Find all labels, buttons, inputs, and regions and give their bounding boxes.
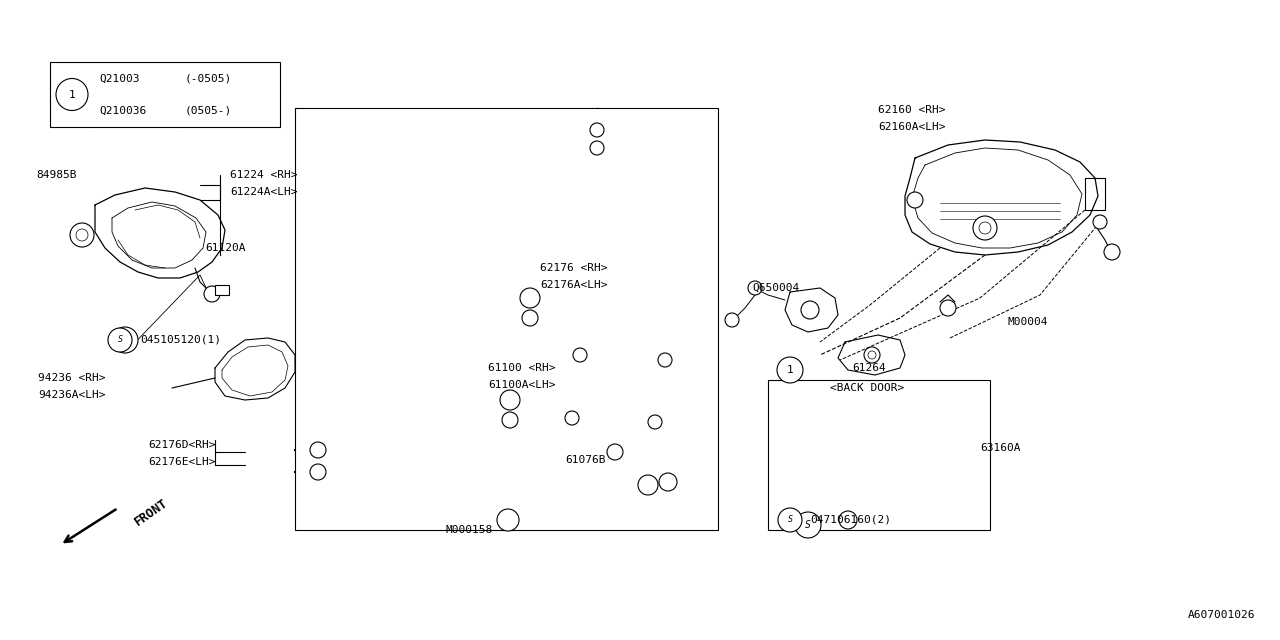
Circle shape [801,301,819,319]
Circle shape [864,347,881,363]
Text: 62176E<LH>: 62176E<LH> [148,457,215,467]
Circle shape [502,412,518,428]
Circle shape [724,313,739,327]
Text: 62176D<RH>: 62176D<RH> [148,440,215,450]
Circle shape [520,288,540,308]
Circle shape [795,512,820,538]
Circle shape [590,123,604,137]
Circle shape [868,351,876,359]
Text: 61224A<LH>: 61224A<LH> [230,187,297,197]
Text: S: S [122,335,128,345]
Text: S: S [787,515,792,525]
Circle shape [940,300,956,316]
Circle shape [204,286,220,302]
Circle shape [748,281,762,295]
Text: 61076B: 61076B [564,455,605,465]
Circle shape [108,328,132,352]
Bar [215,285,229,295]
Circle shape [973,216,997,240]
Text: 62160 <RH>: 62160 <RH> [878,105,946,115]
Text: (0505-): (0505-) [186,106,232,116]
Text: 63160A: 63160A [980,443,1020,453]
Text: A607001026: A607001026 [1188,610,1254,620]
Text: Q21003: Q21003 [99,73,140,83]
Text: S: S [805,520,812,530]
Circle shape [1093,215,1107,229]
Text: Q650004: Q650004 [753,283,799,293]
Bar [294,108,718,530]
Circle shape [659,473,677,491]
Circle shape [908,192,923,208]
Circle shape [838,511,858,529]
Circle shape [607,444,623,460]
Circle shape [310,464,326,480]
Circle shape [564,411,579,425]
Circle shape [113,327,138,353]
Text: M00004: M00004 [1009,317,1048,327]
Circle shape [778,508,803,532]
Bar [768,380,989,530]
Circle shape [522,310,538,326]
Circle shape [76,229,88,241]
Circle shape [979,222,991,234]
Text: 62160A<LH>: 62160A<LH> [878,122,946,132]
Bar [50,62,280,127]
Text: (-0505): (-0505) [186,73,232,83]
Text: 61100A<LH>: 61100A<LH> [488,380,556,390]
Circle shape [648,415,662,429]
Text: 61224 <RH>: 61224 <RH> [230,170,297,180]
Text: Q210036: Q210036 [99,106,146,116]
Text: 94236A<LH>: 94236A<LH> [38,390,105,400]
Circle shape [777,357,803,383]
Text: FRONT: FRONT [132,496,170,528]
Circle shape [637,475,658,495]
Circle shape [573,348,588,362]
Text: 045105120(1): 045105120(1) [140,335,221,345]
Circle shape [1103,244,1120,260]
Text: 1: 1 [69,90,76,99]
Text: 62176 <RH>: 62176 <RH> [540,263,608,273]
Text: S: S [118,335,123,344]
Text: 62176A<LH>: 62176A<LH> [540,280,608,290]
Circle shape [500,390,520,410]
Circle shape [310,442,326,458]
Circle shape [497,509,518,531]
Text: 61264: 61264 [852,363,886,373]
Text: 047106160(2): 047106160(2) [810,515,891,525]
Circle shape [70,223,93,247]
Text: 84985B: 84985B [36,170,77,180]
Text: 94236 <RH>: 94236 <RH> [38,373,105,383]
Text: 61100 <RH>: 61100 <RH> [488,363,556,373]
Text: 1: 1 [787,365,794,375]
Circle shape [590,141,604,155]
Text: <BACK DOOR>: <BACK DOOR> [829,383,904,393]
Circle shape [658,353,672,367]
Text: 61120A: 61120A [205,243,246,253]
Circle shape [56,79,88,111]
Text: M000158: M000158 [445,525,493,535]
